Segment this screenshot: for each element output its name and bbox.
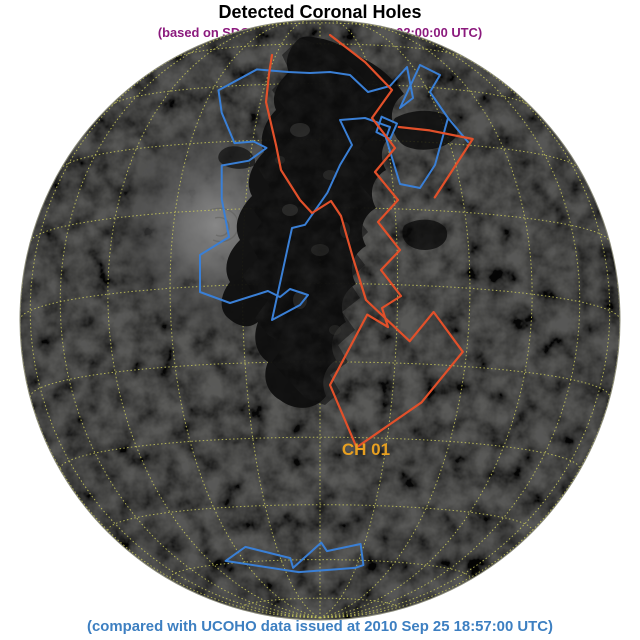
- svg-text:CH 01: CH 01: [342, 440, 390, 459]
